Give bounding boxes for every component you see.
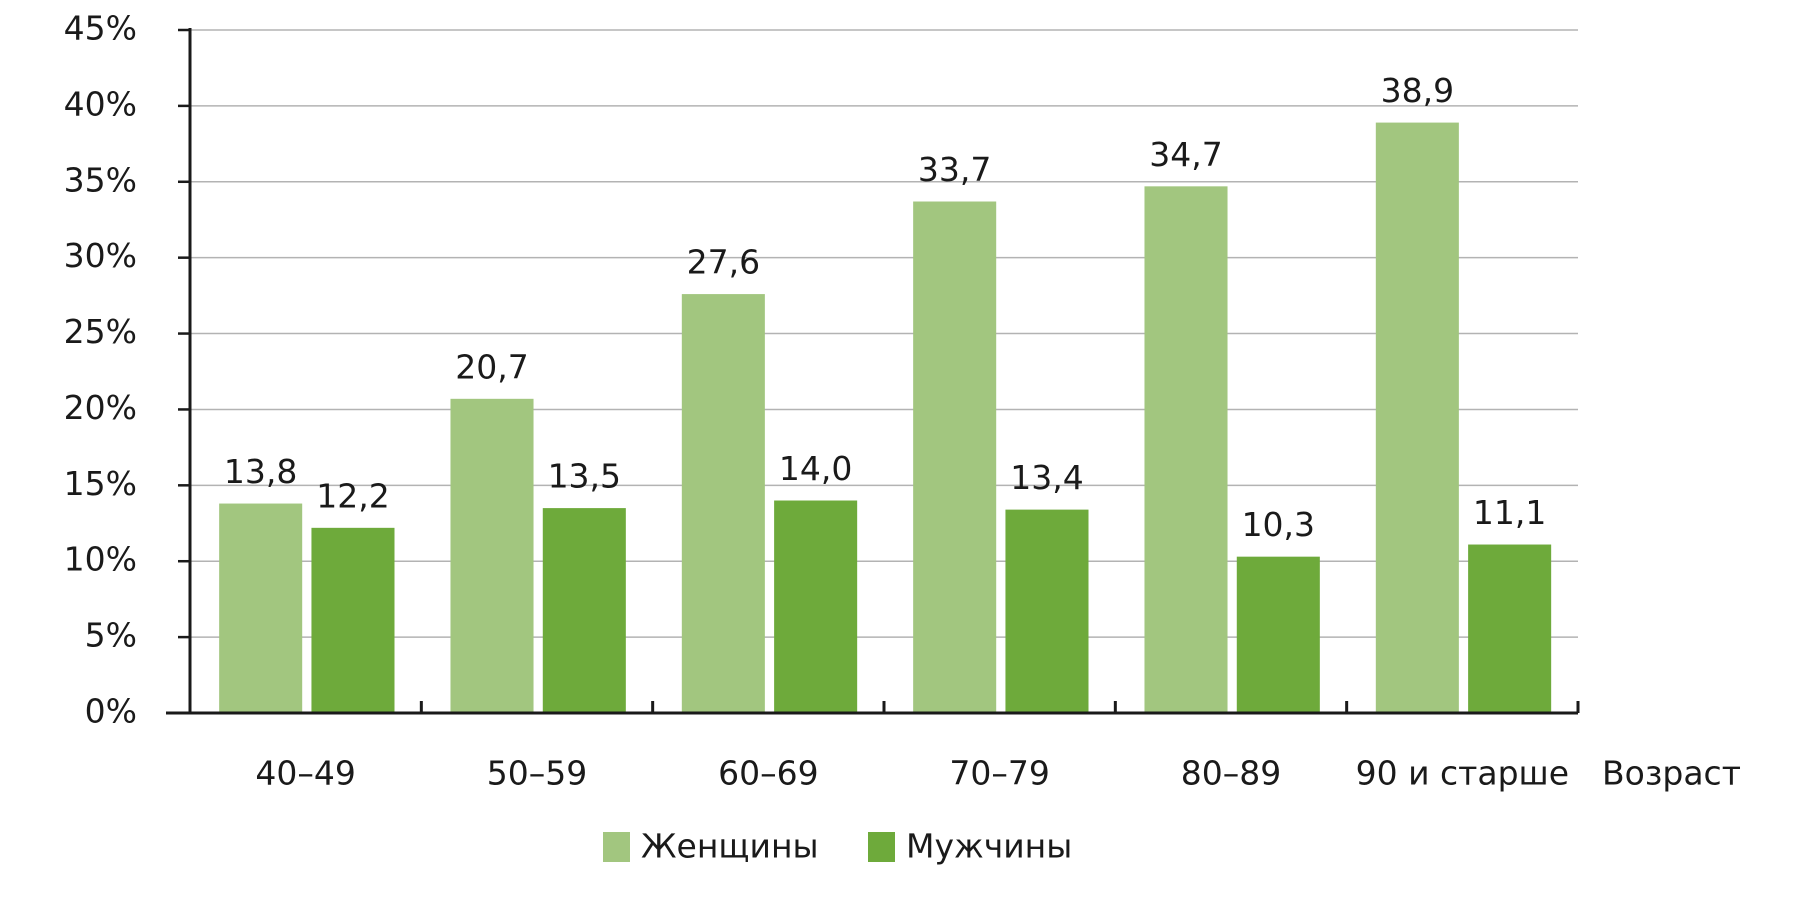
- x-tick-label: 70–79: [949, 754, 1049, 793]
- y-tick-label: 0%: [85, 692, 137, 731]
- bar: [681, 294, 765, 713]
- x-tick-label: 60–69: [718, 754, 818, 793]
- value-label: 12,2: [316, 476, 389, 515]
- y-tick-label: 45%: [64, 9, 137, 48]
- x-tick-label: 90 и старше: [1356, 754, 1569, 793]
- y-tick-label: 35%: [64, 160, 137, 199]
- x-axis-label: Возраст: [1602, 754, 1741, 793]
- y-tick-label: 25%: [64, 312, 137, 351]
- bar: [1375, 122, 1459, 713]
- y-tick-label: 5%: [85, 616, 137, 655]
- bar: [1236, 556, 1320, 713]
- bar: [1005, 509, 1089, 713]
- value-label: 34,7: [1149, 135, 1222, 174]
- value-label: 10,3: [1242, 505, 1315, 544]
- y-tick-label: 10%: [64, 540, 137, 579]
- bar: [913, 201, 997, 713]
- value-label: 20,7: [455, 347, 528, 386]
- bar: [1468, 544, 1552, 713]
- y-tick-label: 30%: [64, 236, 137, 275]
- value-label: 33,7: [918, 150, 991, 189]
- legend-swatch: [868, 832, 895, 862]
- value-label: 38,9: [1381, 71, 1454, 110]
- x-tick-label: 80–89: [1181, 754, 1281, 793]
- bar: [774, 500, 858, 713]
- bar: [450, 398, 534, 713]
- bar: [311, 527, 395, 713]
- x-tick-label: 40–49: [255, 754, 355, 793]
- bar: [542, 508, 626, 713]
- y-tick-label: 20%: [64, 388, 137, 427]
- legend-label: Мужчины: [906, 827, 1072, 866]
- x-tick-label: 50–59: [487, 754, 587, 793]
- legend-label: Женщины: [641, 827, 819, 866]
- y-tick-label: 15%: [64, 464, 137, 503]
- value-label: 13,5: [548, 457, 621, 496]
- legend-swatch: [603, 832, 630, 862]
- value-label: 27,6: [687, 243, 760, 282]
- bar: [1144, 186, 1228, 713]
- value-label: 13,8: [224, 452, 297, 491]
- y-tick-label: 40%: [64, 84, 137, 123]
- value-label: 11,1: [1473, 493, 1546, 532]
- value-label: 14,0: [779, 449, 852, 488]
- value-label: 13,4: [1010, 458, 1083, 497]
- bar: [219, 503, 303, 713]
